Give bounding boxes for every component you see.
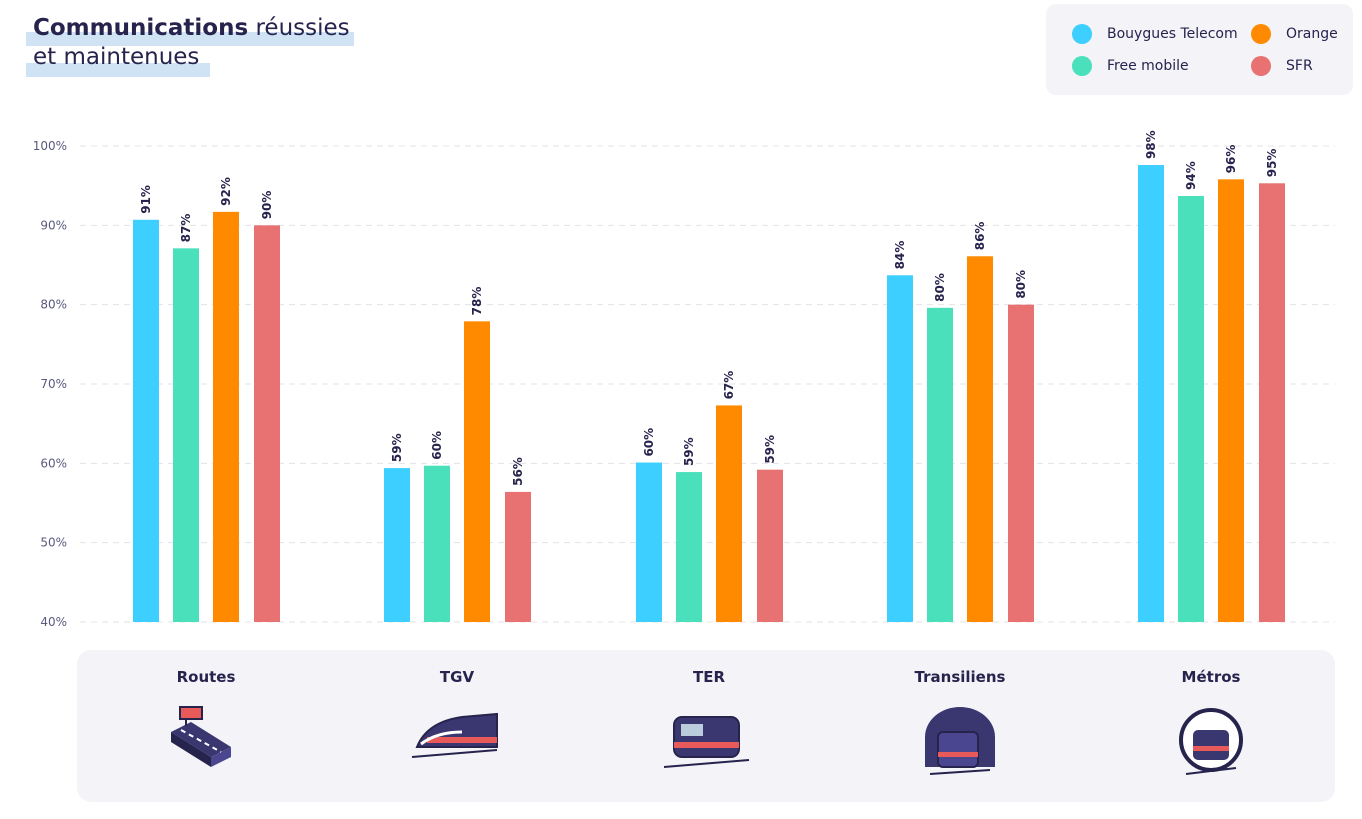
category-label: Routes bbox=[176, 668, 236, 686]
title-bold: Communications bbox=[33, 15, 249, 41]
legend-label: Free mobile bbox=[1107, 58, 1189, 74]
data-label: 98% bbox=[1144, 130, 1158, 159]
data-label: 80% bbox=[1014, 270, 1028, 299]
data-label: 90% bbox=[260, 191, 274, 220]
bar bbox=[1008, 304, 1034, 622]
bar bbox=[1259, 183, 1285, 622]
data-label: 96% bbox=[1224, 145, 1238, 174]
bar bbox=[927, 307, 953, 622]
y-tick-label: 100% bbox=[33, 139, 67, 153]
category-label: TER bbox=[692, 668, 726, 686]
y-tick-label: 90% bbox=[40, 218, 67, 232]
data-label: 78% bbox=[470, 287, 484, 316]
bar bbox=[505, 491, 531, 622]
data-label: 95% bbox=[1265, 149, 1279, 178]
data-label: 67% bbox=[722, 371, 736, 400]
bar bbox=[464, 321, 490, 622]
legend-swatch bbox=[1072, 56, 1092, 76]
bar bbox=[213, 211, 239, 622]
bar bbox=[757, 469, 783, 622]
category-label: Métros bbox=[1181, 668, 1241, 686]
data-label: 60% bbox=[430, 431, 444, 460]
legend-label: Bouygues Telecom bbox=[1107, 26, 1238, 42]
legend-label: Orange bbox=[1286, 26, 1338, 42]
data-label: 59% bbox=[682, 437, 696, 466]
bar bbox=[173, 248, 199, 622]
legend-swatch bbox=[1251, 24, 1271, 44]
y-tick-label: 80% bbox=[40, 298, 67, 312]
y-tick-label: 40% bbox=[40, 615, 67, 629]
tgv-train-icon bbox=[407, 702, 507, 782]
title-rest: réussies bbox=[248, 15, 350, 41]
legend-item: Free mobile bbox=[1072, 56, 1189, 76]
data-label: 86% bbox=[973, 222, 987, 251]
bar bbox=[133, 219, 159, 622]
chart-title: Communications réussies et maintenues bbox=[26, 14, 354, 77]
category-label: TGV bbox=[439, 668, 475, 686]
legend-swatch bbox=[1251, 56, 1271, 76]
bar bbox=[1178, 195, 1204, 623]
ter-train-icon bbox=[659, 702, 759, 782]
legend: Bouygues Telecom Orange Free mobile SFR bbox=[1046, 4, 1353, 95]
data-label: 94% bbox=[1184, 161, 1198, 190]
transilien-tunnel-train-icon bbox=[910, 702, 1010, 782]
category-panel: Routes TGV TER Transiliens Métros bbox=[77, 650, 1335, 802]
legend-label: SFR bbox=[1286, 58, 1313, 74]
bar bbox=[716, 405, 742, 622]
bar bbox=[887, 275, 913, 622]
bar bbox=[384, 468, 410, 622]
y-tick-label: 60% bbox=[40, 456, 67, 470]
bar bbox=[676, 472, 702, 622]
road-icon bbox=[156, 702, 256, 782]
bar bbox=[967, 256, 993, 622]
data-label: 59% bbox=[390, 433, 404, 462]
title-line2: et maintenues bbox=[33, 44, 200, 70]
category-label: Transiliens bbox=[914, 668, 1006, 686]
y-tick-label: 50% bbox=[40, 536, 67, 550]
data-label: 92% bbox=[219, 177, 233, 206]
data-label: 84% bbox=[893, 241, 907, 270]
bar bbox=[1218, 179, 1244, 622]
data-label: 60% bbox=[642, 428, 656, 457]
legend-swatch bbox=[1072, 24, 1092, 44]
legend-item: Bouygues Telecom bbox=[1072, 24, 1238, 44]
bar bbox=[636, 462, 662, 622]
y-tick-label: 70% bbox=[40, 377, 67, 391]
bar bbox=[254, 225, 280, 623]
data-label: 87% bbox=[179, 214, 193, 243]
legend-item: SFR bbox=[1251, 56, 1313, 76]
data-label: 59% bbox=[763, 435, 777, 464]
data-label: 56% bbox=[511, 457, 525, 486]
bar bbox=[1138, 165, 1164, 623]
data-label: 91% bbox=[139, 185, 153, 214]
bar bbox=[424, 465, 450, 622]
bar-chart: 40% 50% 60% 70% 80% 90% 100% 91% 87% 92% 90% 59% 60%… bbox=[33, 130, 1335, 629]
metro-tunnel-icon bbox=[1161, 702, 1261, 782]
legend-item: Orange bbox=[1251, 24, 1338, 44]
data-label: 80% bbox=[933, 273, 947, 302]
